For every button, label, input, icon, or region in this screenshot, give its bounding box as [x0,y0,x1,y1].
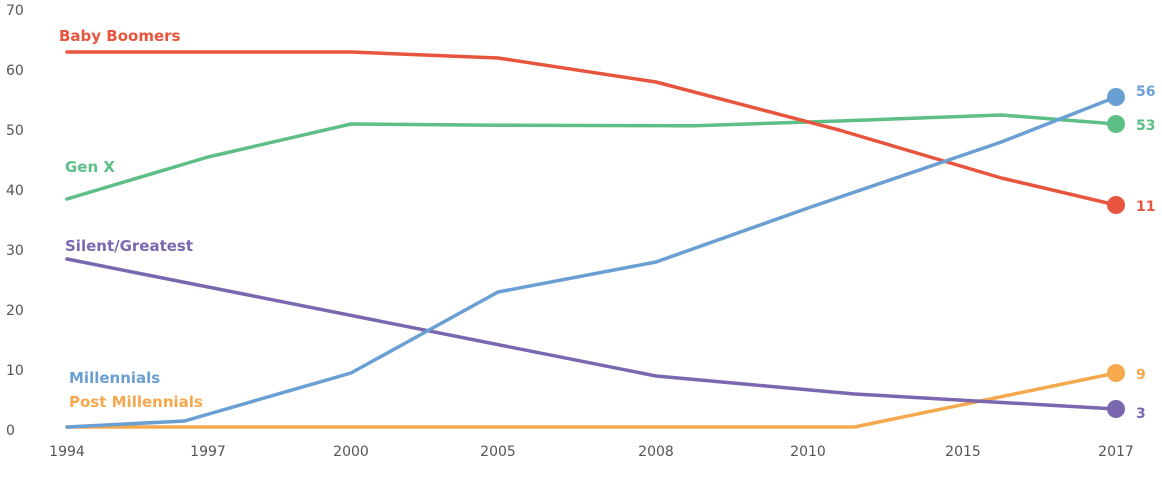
x-axis: 1994 1997 2000 2005 2008 2010 2015 2017 [49,444,1134,460]
series-name-silent-greatest: Silent/Greatest [65,237,193,255]
series-gen-x: 53 Gen X [65,113,1155,201]
end-marker-millennials [1107,88,1125,106]
end-label-baby-boomers: 11 [1136,199,1155,215]
end-label-post-millennials: 9 [1136,367,1146,383]
series-silent-greatest: 3 Silent/Greatest [65,237,1146,422]
x-tick-label: 1997 [190,444,226,460]
x-tick-label: 2000 [333,444,369,460]
y-tick-label: 60 [6,63,24,79]
end-label-millennials: 56 [1136,84,1155,100]
y-tick-label: 10 [6,363,24,379]
series-name-gen-x: Gen X [65,158,115,176]
end-marker-silent-greatest [1107,400,1125,418]
series-line-millennials [65,95,1118,429]
end-label-silent-greatest: 3 [1136,406,1146,422]
series-line-gen-x [65,113,1118,201]
x-tick-label: 2010 [790,444,826,460]
y-axis: 0 10 20 30 40 50 60 70 [6,3,24,439]
y-tick-label: 50 [6,123,24,139]
series-line-baby-boomers [65,50,1118,207]
series-name-millennials: Millennials [69,369,160,387]
series-name-post-millennials: Post Millennials [69,393,203,411]
series-layer: 9 Post Millennials 3 Silent/Greatest 53 Gen X… [59,27,1155,429]
y-tick-label: 30 [6,243,24,259]
end-label-gen-x: 53 [1136,118,1155,134]
series-line-post-millennials [65,371,1118,429]
x-tick-label: 2015 [945,444,981,460]
end-marker-gen-x [1107,115,1125,133]
series-line-silent-greatest [65,257,1118,411]
series-post-millennials: 9 Post Millennials [65,364,1146,429]
series-millennials: 56 Millennials [65,84,1155,429]
end-marker-post-millennials [1107,364,1125,382]
end-marker-baby-boomers [1107,196,1125,214]
x-tick-label: 1994 [49,444,85,460]
series-name-baby-boomers: Baby Boomers [59,27,181,45]
y-tick-label: 0 [6,423,15,439]
x-tick-label: 2017 [1098,444,1134,460]
x-tick-label: 2005 [480,444,516,460]
y-tick-label: 40 [6,183,24,199]
series-baby-boomers: 11 Baby Boomers [59,27,1155,215]
x-tick-label: 2008 [638,444,674,460]
y-tick-label: 70 [6,3,24,19]
y-tick-label: 20 [6,303,24,319]
